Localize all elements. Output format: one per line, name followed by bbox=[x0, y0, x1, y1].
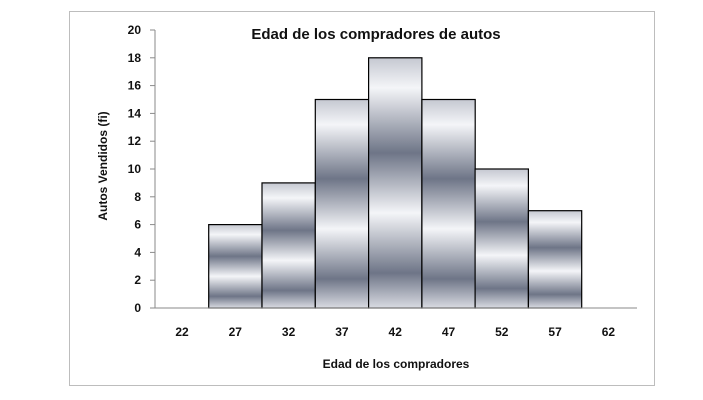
y-tick-label: 16 bbox=[128, 79, 142, 93]
bar-52 bbox=[474, 168, 530, 309]
bar-27 bbox=[208, 224, 263, 309]
y-tick-label: 2 bbox=[134, 273, 141, 287]
bar-37 bbox=[314, 98, 370, 309]
y-tick-label: 12 bbox=[128, 134, 142, 148]
y-tick-label: 0 bbox=[134, 301, 141, 315]
y-tick-label: 18 bbox=[128, 51, 142, 65]
bar-42 bbox=[368, 57, 423, 309]
x-tick-label: 22 bbox=[175, 325, 189, 339]
bar-47 bbox=[421, 98, 476, 309]
x-axis-label: Edad de los compradores bbox=[323, 357, 470, 371]
y-axis-label: Autos Vendidos (fi) bbox=[96, 111, 110, 220]
x-ticks-group: 22 27 32 37 42 47 52 57 62 bbox=[175, 325, 615, 339]
y-tick-label: 6 bbox=[134, 218, 141, 232]
x-tick-label: 47 bbox=[442, 325, 456, 339]
y-tick-label: 8 bbox=[134, 190, 141, 204]
y-tick-label: 10 bbox=[128, 162, 142, 176]
bars-group bbox=[208, 57, 583, 309]
x-tick-label: 27 bbox=[229, 325, 243, 339]
y-tick-label: 4 bbox=[134, 245, 141, 259]
chart-title: Edad de los compradores de autos bbox=[251, 26, 500, 43]
bar-32 bbox=[261, 182, 316, 309]
x-tick-label: 62 bbox=[602, 325, 616, 339]
bar-57 bbox=[527, 210, 583, 309]
y-tick-label: 20 bbox=[128, 23, 142, 37]
x-tick-label: 32 bbox=[282, 325, 296, 339]
x-tick-label: 37 bbox=[335, 325, 349, 339]
y-tick-label: 14 bbox=[128, 106, 142, 120]
x-tick-label: 42 bbox=[389, 325, 403, 339]
x-tick-label: 52 bbox=[495, 325, 509, 339]
x-tick-label: 57 bbox=[548, 325, 562, 339]
y-ticks-group: 0 2 4 6 8 10 12 14 16 18 20 bbox=[128, 23, 155, 315]
